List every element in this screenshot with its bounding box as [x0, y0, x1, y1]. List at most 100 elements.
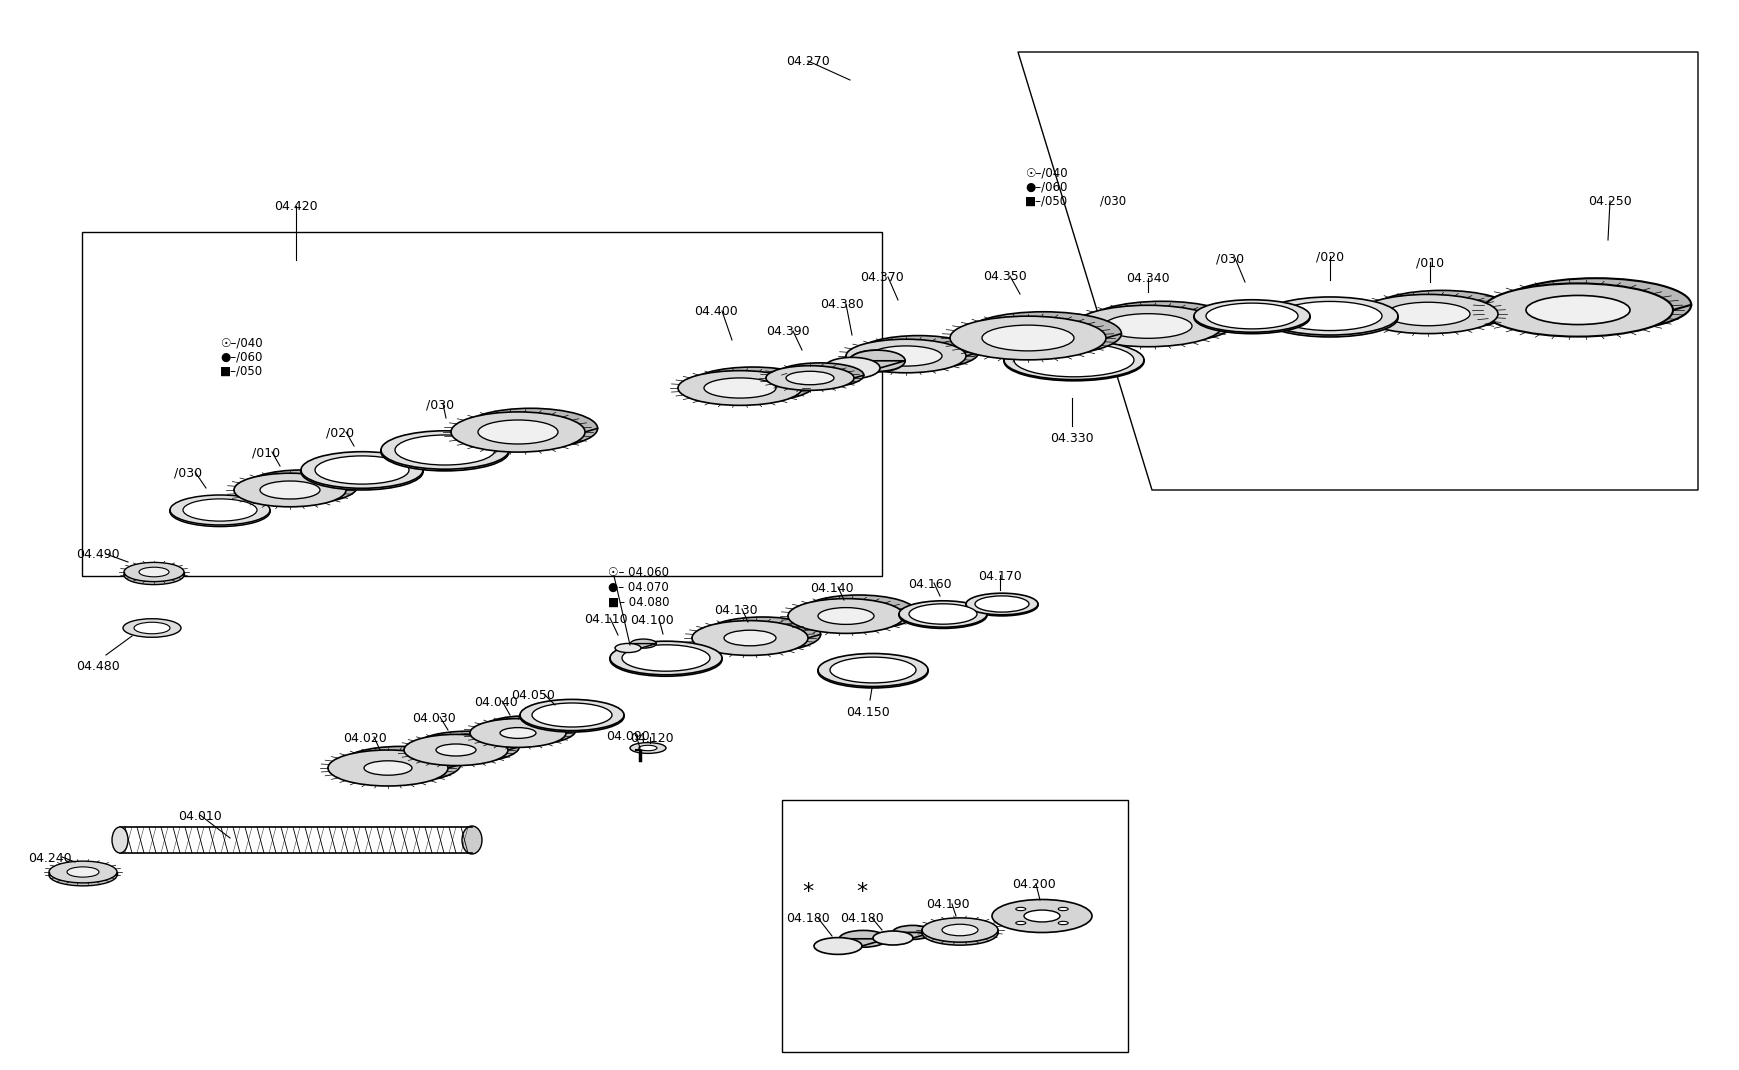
- Text: 04.140: 04.140: [810, 582, 854, 595]
- Text: 04.170: 04.170: [977, 570, 1021, 583]
- Text: 04.190: 04.190: [925, 898, 969, 911]
- Ellipse shape: [341, 747, 461, 782]
- Polygon shape: [873, 932, 932, 938]
- Ellipse shape: [381, 431, 510, 470]
- Text: 04.160: 04.160: [908, 578, 951, 591]
- Text: ●–/060: ●–/060: [219, 350, 263, 363]
- Ellipse shape: [817, 654, 927, 687]
- Text: 04.110: 04.110: [584, 613, 628, 626]
- Ellipse shape: [68, 867, 99, 877]
- Text: /030: /030: [174, 467, 202, 479]
- Text: 04.420: 04.420: [275, 200, 318, 213]
- Ellipse shape: [690, 367, 814, 401]
- Text: *: *: [856, 882, 868, 902]
- Ellipse shape: [965, 594, 1038, 616]
- Ellipse shape: [692, 621, 807, 656]
- Ellipse shape: [965, 593, 1038, 615]
- Text: 04.150: 04.150: [845, 706, 889, 719]
- Ellipse shape: [381, 432, 510, 471]
- Text: /020: /020: [1315, 250, 1343, 263]
- Ellipse shape: [499, 728, 536, 738]
- Ellipse shape: [111, 827, 129, 853]
- Ellipse shape: [630, 743, 666, 753]
- Ellipse shape: [941, 924, 977, 936]
- Ellipse shape: [1501, 278, 1690, 332]
- Text: 04.180: 04.180: [840, 912, 883, 924]
- Ellipse shape: [788, 598, 904, 633]
- Text: 04.340: 04.340: [1125, 272, 1169, 285]
- Ellipse shape: [857, 336, 977, 369]
- Ellipse shape: [139, 567, 169, 577]
- Ellipse shape: [908, 603, 976, 624]
- Ellipse shape: [450, 412, 584, 453]
- Ellipse shape: [123, 618, 181, 638]
- Ellipse shape: [922, 921, 998, 945]
- Text: ■–/050: ■–/050: [219, 364, 263, 377]
- Ellipse shape: [922, 918, 998, 943]
- Ellipse shape: [532, 703, 612, 727]
- Ellipse shape: [1057, 907, 1068, 911]
- Text: ☉–/040: ☉–/040: [219, 336, 263, 349]
- Ellipse shape: [480, 716, 576, 745]
- Ellipse shape: [899, 602, 986, 628]
- Ellipse shape: [873, 931, 913, 945]
- Text: 04.020: 04.020: [343, 732, 386, 745]
- Ellipse shape: [765, 366, 854, 391]
- Ellipse shape: [974, 596, 1028, 612]
- Text: 04.380: 04.380: [819, 299, 863, 311]
- Text: 04.090: 04.090: [605, 730, 649, 743]
- Ellipse shape: [520, 700, 624, 731]
- Ellipse shape: [1356, 294, 1497, 334]
- Ellipse shape: [723, 630, 776, 646]
- Text: 04.390: 04.390: [765, 325, 809, 338]
- Ellipse shape: [899, 600, 986, 627]
- Text: 04.010: 04.010: [177, 810, 223, 823]
- Text: 04.200: 04.200: [1012, 878, 1056, 891]
- Ellipse shape: [245, 470, 356, 504]
- Text: *: *: [802, 882, 814, 902]
- Ellipse shape: [1057, 921, 1068, 924]
- Ellipse shape: [1016, 907, 1026, 911]
- Ellipse shape: [403, 734, 508, 766]
- Ellipse shape: [123, 565, 184, 584]
- Ellipse shape: [395, 435, 494, 465]
- Ellipse shape: [1087, 302, 1235, 342]
- Text: 04.180: 04.180: [786, 912, 830, 924]
- Ellipse shape: [678, 370, 802, 406]
- Polygon shape: [814, 938, 887, 946]
- Text: /030: /030: [1216, 253, 1243, 265]
- Ellipse shape: [981, 325, 1073, 351]
- Ellipse shape: [478, 421, 558, 444]
- Text: ●–/060: ●–/060: [1024, 180, 1066, 193]
- Text: /020: /020: [325, 426, 353, 439]
- Ellipse shape: [817, 608, 873, 625]
- Ellipse shape: [1103, 314, 1191, 338]
- Ellipse shape: [170, 496, 270, 526]
- Ellipse shape: [329, 750, 447, 786]
- Text: 04.350: 04.350: [983, 270, 1026, 282]
- Ellipse shape: [704, 617, 821, 652]
- Ellipse shape: [1016, 921, 1026, 924]
- Ellipse shape: [470, 719, 565, 748]
- Ellipse shape: [463, 826, 482, 854]
- Ellipse shape: [949, 316, 1106, 360]
- Text: /010: /010: [1416, 256, 1443, 269]
- Ellipse shape: [621, 645, 710, 671]
- Ellipse shape: [233, 473, 346, 507]
- Ellipse shape: [630, 639, 656, 648]
- Ellipse shape: [1276, 302, 1381, 331]
- Text: ☉–/040: ☉–/040: [1024, 166, 1068, 179]
- Ellipse shape: [849, 350, 904, 372]
- Ellipse shape: [614, 643, 640, 653]
- Text: 04.040: 04.040: [473, 696, 518, 709]
- Ellipse shape: [1003, 340, 1143, 380]
- Text: 04.130: 04.130: [713, 603, 758, 617]
- Ellipse shape: [845, 339, 965, 372]
- Ellipse shape: [1073, 305, 1221, 347]
- Text: 04.250: 04.250: [1588, 195, 1631, 208]
- Ellipse shape: [520, 701, 624, 732]
- Text: 04.120: 04.120: [630, 732, 673, 745]
- Text: /030: /030: [426, 398, 454, 411]
- Text: 04.050: 04.050: [511, 689, 555, 702]
- Ellipse shape: [800, 595, 916, 630]
